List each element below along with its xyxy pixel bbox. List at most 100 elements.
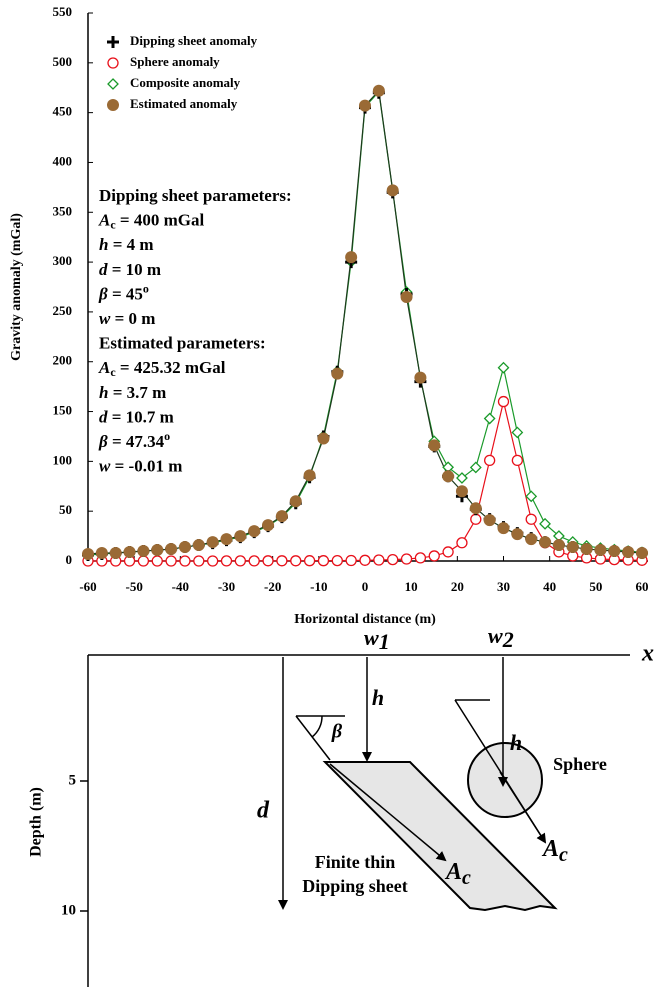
symbol: w	[364, 625, 379, 650]
w1-label: w1	[364, 625, 390, 654]
x-axis-label: x	[641, 641, 654, 667]
x-tick-label: -40	[172, 579, 189, 594]
x-tick-label: 40	[543, 579, 556, 594]
x-tick-label: -30	[218, 579, 235, 594]
diamond-marker	[525, 490, 538, 503]
y-tick-label: 150	[53, 403, 73, 418]
y-tick-label: 400	[53, 153, 73, 168]
dot-marker	[107, 99, 119, 111]
symbol: A	[98, 211, 110, 230]
plus-marker	[107, 36, 119, 48]
circle-marker	[387, 553, 399, 566]
symbol: w	[99, 457, 111, 476]
annotation: β = 47.34o	[98, 429, 170, 451]
x-tick-label: -20	[264, 579, 281, 594]
x-tick-label: 50	[589, 579, 602, 594]
w2-label: w2	[488, 623, 514, 652]
y-tick-label: 0	[66, 552, 73, 567]
subscript: 1	[379, 629, 390, 654]
diamond-marker	[456, 472, 468, 484]
y-tick-label: 500	[53, 54, 73, 69]
legend-label: Sphere anomaly	[130, 54, 220, 69]
dot-marker	[400, 290, 413, 303]
depth-label: Depth (m)	[28, 787, 45, 857]
circle-marker	[456, 537, 468, 549]
text: = 10.7 m	[108, 407, 174, 426]
symbol: β	[98, 432, 108, 451]
circle-marker	[345, 554, 357, 567]
dot-marker	[566, 541, 579, 554]
circle-marker	[497, 395, 510, 408]
y-axis-label: Gravity anomaly (mGal)	[9, 213, 24, 361]
subscript: c	[462, 867, 471, 889]
circle-marker	[137, 555, 150, 567]
diamond-marker	[497, 361, 510, 374]
circle-marker	[234, 555, 247, 567]
x-tick-label: -10	[310, 579, 327, 594]
subscript: c	[559, 844, 568, 866]
annotation: w = -0.01 m	[99, 457, 182, 476]
circle-marker	[317, 555, 330, 567]
dot-marker	[248, 525, 261, 538]
dipping-sheet	[322, 761, 558, 912]
y-tick-label: 550	[53, 4, 73, 19]
symbol: β	[98, 284, 108, 303]
y-tick-label: 350	[53, 203, 73, 218]
dot-marker	[469, 502, 482, 515]
sheet-label: Dipping sheet	[302, 876, 408, 896]
legend-label: Composite anomaly	[130, 75, 241, 90]
dot-marker	[608, 545, 621, 558]
circle-marker	[511, 454, 523, 467]
annotation: h = 4 m	[99, 235, 154, 254]
circle-marker	[165, 555, 177, 567]
text: = 45	[108, 284, 143, 303]
dot-marker	[539, 536, 552, 549]
symbol: h	[99, 383, 108, 402]
symbol: w	[488, 623, 503, 648]
x-tick-label: 10	[405, 579, 418, 594]
dot-marker	[303, 469, 316, 482]
circle-marker	[400, 553, 413, 565]
dot-marker	[525, 533, 538, 546]
circle-marker	[373, 554, 385, 566]
annotation: d = 10.7 m	[99, 407, 174, 426]
h-label: h	[372, 685, 384, 710]
x-tick-label: -50	[125, 579, 142, 594]
dot-marker	[137, 545, 150, 558]
circle-marker	[303, 555, 316, 567]
d-label: d	[257, 798, 270, 824]
circle-marker	[359, 554, 371, 566]
diamond-marker	[511, 426, 524, 439]
dot-marker	[234, 530, 247, 543]
symbol: d	[99, 407, 108, 426]
annotation: β = 45o	[98, 281, 149, 303]
circle-marker	[414, 552, 427, 564]
x-tick-label: 60	[636, 579, 649, 594]
subscript: c	[110, 217, 116, 231]
symbol: d	[99, 260, 108, 279]
beta-label: β	[331, 721, 343, 743]
sheet-ac-label: Ac	[444, 859, 471, 889]
circle-marker	[262, 555, 274, 567]
x-tick-label: 20	[451, 579, 464, 594]
text: = 425.32 mGal	[116, 358, 226, 377]
dot-marker	[317, 432, 330, 445]
h-label: h	[510, 730, 522, 755]
annotation: Ac = 400 mGal	[98, 211, 204, 232]
dot-marker	[95, 547, 108, 560]
diagram: 5 10 Depth (m) x w1 w2 d h h Sphere β Ac…	[28, 623, 654, 987]
text: = 3.7 m	[108, 383, 166, 402]
circle-marker	[483, 454, 496, 467]
beta-arc	[311, 715, 323, 738]
annotation: d = 10 m	[99, 260, 161, 279]
annotation: w = 0 m	[99, 309, 155, 328]
circle-marker	[151, 555, 163, 567]
superscript: o	[164, 429, 170, 443]
circle-marker	[331, 554, 343, 567]
dot-marker	[359, 99, 371, 112]
annotation: Dipping sheet parameters:	[99, 186, 292, 205]
dot-marker	[594, 544, 607, 557]
sphere-label: Sphere	[553, 754, 607, 774]
circle-marker	[206, 555, 219, 567]
